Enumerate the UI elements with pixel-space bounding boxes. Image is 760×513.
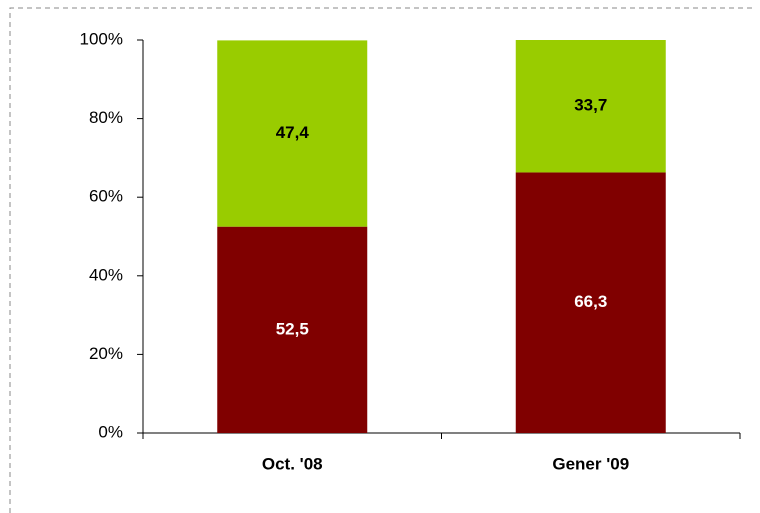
value-label: 52,5: [276, 319, 309, 338]
y-tick-label: 20%: [89, 344, 123, 363]
y-tick-label: 100%: [80, 29, 123, 48]
value-label: 47,4: [276, 123, 310, 142]
y-tick-label: 60%: [89, 187, 123, 206]
frame-border: [9, 7, 752, 513]
x-tick-label: Oct. '08: [262, 454, 323, 473]
bar-segment: [217, 226, 368, 433]
bar-segment: [217, 40, 368, 227]
value-label: 33,7: [574, 96, 607, 115]
value-label: 66,3: [574, 292, 607, 311]
bar-segment: [515, 40, 666, 173]
bar-segment: [515, 172, 666, 434]
y-tick-label: 40%: [89, 265, 123, 284]
x-tick-label: Gener '09: [552, 454, 629, 473]
y-tick-label: 80%: [89, 108, 123, 127]
y-tick-label: 0%: [98, 422, 123, 441]
